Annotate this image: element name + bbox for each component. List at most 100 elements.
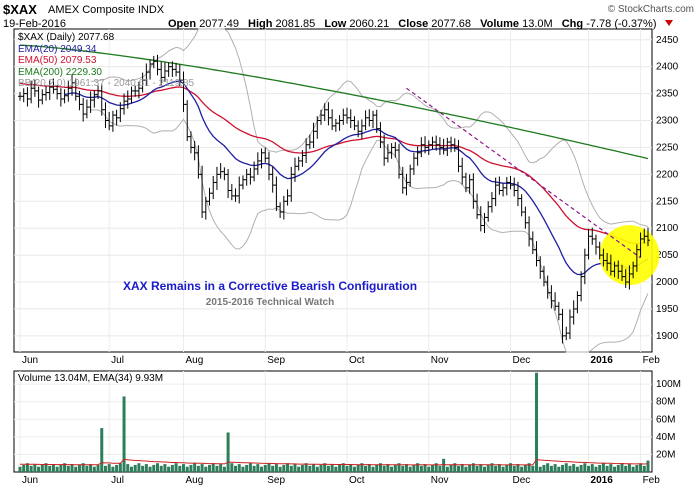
volume-bar — [601, 463, 605, 472]
volume-bar — [100, 428, 104, 472]
volume-bar — [587, 465, 591, 472]
price-tick-label: 1900 — [656, 331, 679, 342]
volume-bar — [449, 464, 453, 472]
volume-bar — [594, 466, 598, 472]
volume-bar — [230, 463, 234, 472]
volume-bar — [137, 463, 141, 472]
volume-bar — [81, 463, 85, 472]
volume-bar — [274, 464, 278, 472]
volume-bar — [423, 464, 427, 472]
volume-bar — [200, 464, 204, 472]
volume-bar — [289, 465, 293, 472]
price-tick-label: 2200 — [656, 169, 679, 180]
volume-bar — [378, 463, 382, 472]
volume-bar — [419, 465, 423, 472]
volume-bar — [434, 463, 438, 472]
volume-bar — [51, 464, 55, 472]
volume-bar — [375, 464, 379, 472]
high-label: High — [248, 18, 273, 30]
volume-bar — [245, 464, 249, 472]
volume-bar — [390, 466, 394, 472]
x-tick-label: Dec — [513, 355, 531, 366]
price-tick-label: 2350 — [656, 89, 679, 100]
annotation-sub: 2015-2016 Technical Watch — [206, 297, 334, 308]
volume-bar — [464, 466, 468, 472]
volume-bar — [416, 463, 420, 472]
volume-bar — [29, 465, 33, 472]
volume-bar — [460, 464, 464, 472]
volume-bar — [219, 464, 223, 472]
volume-bar — [505, 464, 509, 472]
volume-panel-frame — [13, 370, 653, 473]
volume-bar — [85, 465, 89, 472]
volume-bar — [572, 464, 576, 472]
volume-bar — [512, 465, 516, 472]
volume-bar — [501, 466, 505, 472]
volume-bar — [639, 463, 643, 472]
x-tick-label: Dec — [513, 475, 531, 486]
volume-bar — [48, 465, 52, 472]
bollinger-upper-line — [90, 28, 649, 228]
volume-bar — [256, 464, 260, 472]
change-value: -7.78 (-0.37%) — [586, 18, 657, 30]
volume-bar — [40, 464, 44, 472]
symbol-name: AMEX Composite INDX — [48, 4, 165, 16]
volume-bar — [319, 464, 323, 472]
volume-bar — [330, 464, 334, 472]
high-value: 2081.85 — [275, 18, 316, 30]
volume-tick-label: 100M — [656, 379, 681, 390]
x-tick-label: Feb — [643, 355, 661, 366]
volume-bar — [646, 460, 650, 472]
volume-bar — [111, 466, 115, 472]
volume-bar — [226, 432, 230, 472]
volume-bar — [267, 463, 271, 472]
volume-bar — [538, 466, 542, 472]
volume-bar — [356, 464, 360, 472]
volume-bar — [152, 464, 156, 472]
volume-bar — [561, 464, 565, 472]
ema200-line — [19, 44, 649, 160]
volume-bar — [300, 464, 304, 472]
price-legend: $XAX (Daily) 2077.68 EMA(20) 2049.34 EMA(5… — [18, 32, 194, 90]
volume-bar — [527, 463, 531, 472]
volume-tick-label: 20M — [656, 449, 675, 460]
volume-bar — [401, 465, 405, 472]
volume-tick-label: 40M — [656, 432, 675, 443]
x-tick-label: Sep — [267, 475, 285, 486]
chart-date: 19-Feb-2016 — [3, 18, 66, 30]
legend-item: $XAX (Daily) 2077.68 — [18, 32, 115, 43]
volume-bar — [271, 465, 275, 472]
price-tick-label: 1950 — [656, 304, 679, 315]
legend-item: EMA(50) 2079.53 — [18, 55, 97, 66]
volume-tick-label: 60M — [656, 414, 675, 425]
x-tick-label: Nov — [431, 355, 449, 366]
volume-bar — [304, 463, 308, 472]
volume-bar — [382, 465, 386, 472]
volume-bar — [345, 465, 349, 472]
volume-bar — [553, 464, 557, 472]
volume-bar — [468, 464, 472, 472]
volume-bar — [189, 464, 193, 472]
volume-bar — [482, 466, 486, 472]
volume-bar — [408, 466, 412, 472]
close-label: Close — [398, 18, 429, 30]
volume-bar — [609, 464, 613, 472]
volume-bar — [74, 466, 78, 472]
volume-bar — [568, 465, 572, 472]
volume-bar — [393, 464, 397, 472]
volume-bar — [63, 463, 67, 472]
downtrend-line — [406, 87, 641, 259]
price-tick-label: 2150 — [656, 196, 679, 207]
volume-bar — [22, 464, 26, 472]
volume-bar — [438, 465, 442, 472]
volume-bar — [248, 463, 252, 472]
volume-bar — [286, 463, 290, 472]
legend-item: EMA(20) 2049.34 — [18, 43, 97, 55]
volume-bar — [159, 465, 163, 472]
volume-bar — [196, 465, 200, 472]
symbol: $XAX — [3, 2, 37, 17]
price-tick-label: 2250 — [656, 142, 679, 153]
x-tick-label: Aug — [186, 355, 204, 366]
volume-bar — [144, 464, 148, 472]
